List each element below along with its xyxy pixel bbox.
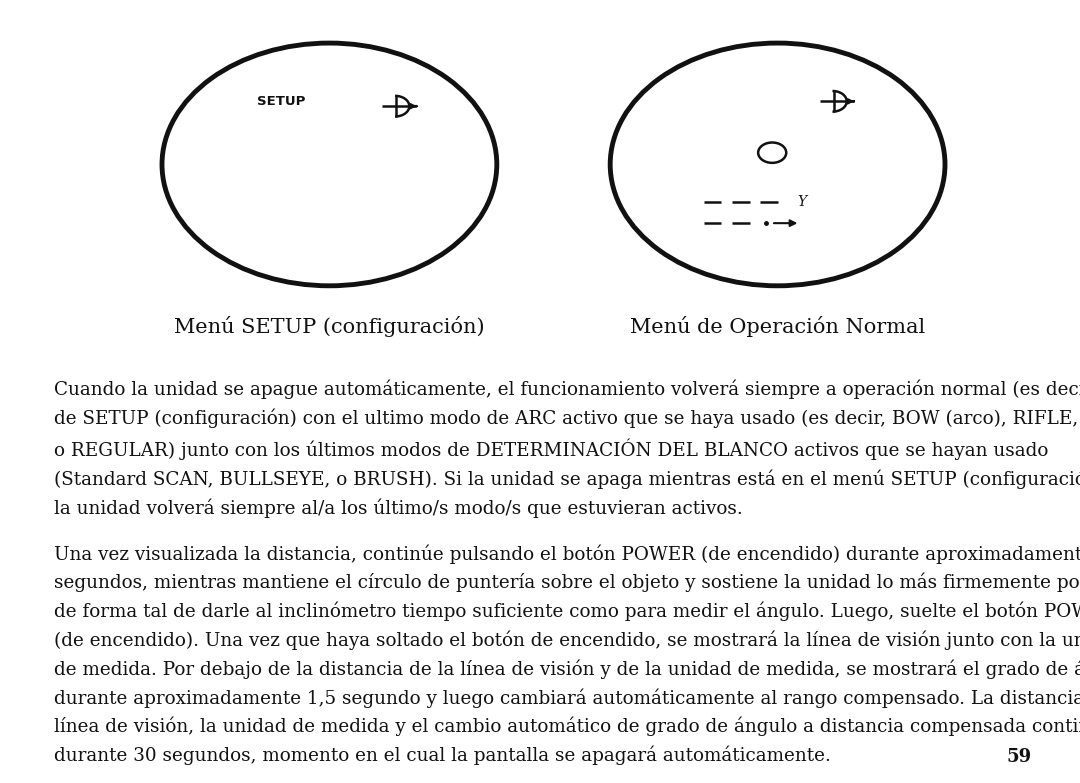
Text: Cuando la unidad se apague automáticamente, el funcionamiento volverá siempre a : Cuando la unidad se apague automáticamen… (54, 380, 1080, 518)
Text: Una vez visualizada la distancia, continúe pulsando el botón POWER (de encendido: Una vez visualizada la distancia, contin… (54, 544, 1080, 765)
Text: Menú de Operación Normal: Menú de Operación Normal (630, 316, 926, 337)
Text: Menú SETUP (configuración): Menú SETUP (configuración) (174, 316, 485, 337)
Text: 59: 59 (1007, 748, 1031, 766)
Text: Y: Y (797, 195, 806, 209)
Text: SETUP: SETUP (257, 95, 305, 108)
